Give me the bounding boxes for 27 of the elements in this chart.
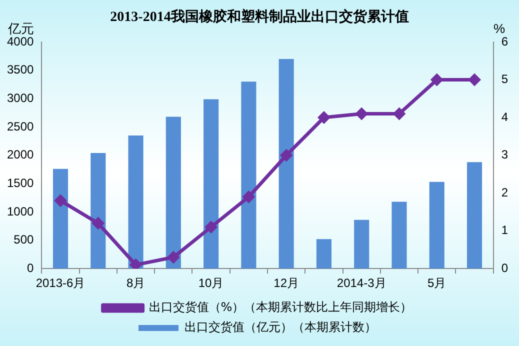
- x-tick-label: 2013-6月: [36, 276, 86, 290]
- y2-tick-label: 4: [501, 110, 508, 124]
- y2-tick-label: 2: [501, 185, 508, 200]
- y2-axis-title: %: [493, 21, 506, 36]
- y-tick-label: 3500: [6, 62, 34, 77]
- y2-tick-label: 6: [501, 34, 508, 48]
- y-tick-label: 3000: [6, 90, 34, 105]
- y2-tick-label: 5: [501, 72, 508, 86]
- legend-label: 出口交货值（%）（本期累计数比上年同期增长）: [148, 300, 412, 314]
- y2-tick-label: 0: [501, 260, 508, 275]
- y2-tick-label: 3: [501, 148, 508, 162]
- legend-label: 出口交货值（亿元）（本期累计数）: [184, 320, 376, 334]
- x-tick-label: 12月: [274, 276, 300, 290]
- x-tick-label: 8月: [126, 276, 146, 290]
- y-tick-label: 2000: [6, 148, 34, 162]
- y-tick-label: 1000: [6, 204, 34, 218]
- chart-title: 2013-2014我国橡胶和塑料制品业出口交货累计值: [110, 10, 409, 25]
- y-tick-label: 4000: [6, 34, 34, 48]
- x-tick-label: 2014-3月: [336, 276, 386, 290]
- y-tick-label: 0: [27, 260, 34, 275]
- y2-tick-label: 1: [501, 223, 508, 238]
- y-tick-label: 1500: [6, 176, 34, 190]
- y-axis-title: 亿元: [7, 21, 34, 36]
- x-tick-label: 10月: [198, 276, 224, 290]
- y-tick-label: 500: [14, 232, 34, 247]
- x-tick-label: 5月: [428, 276, 446, 290]
- y-tick-label: 2500: [6, 119, 34, 134]
